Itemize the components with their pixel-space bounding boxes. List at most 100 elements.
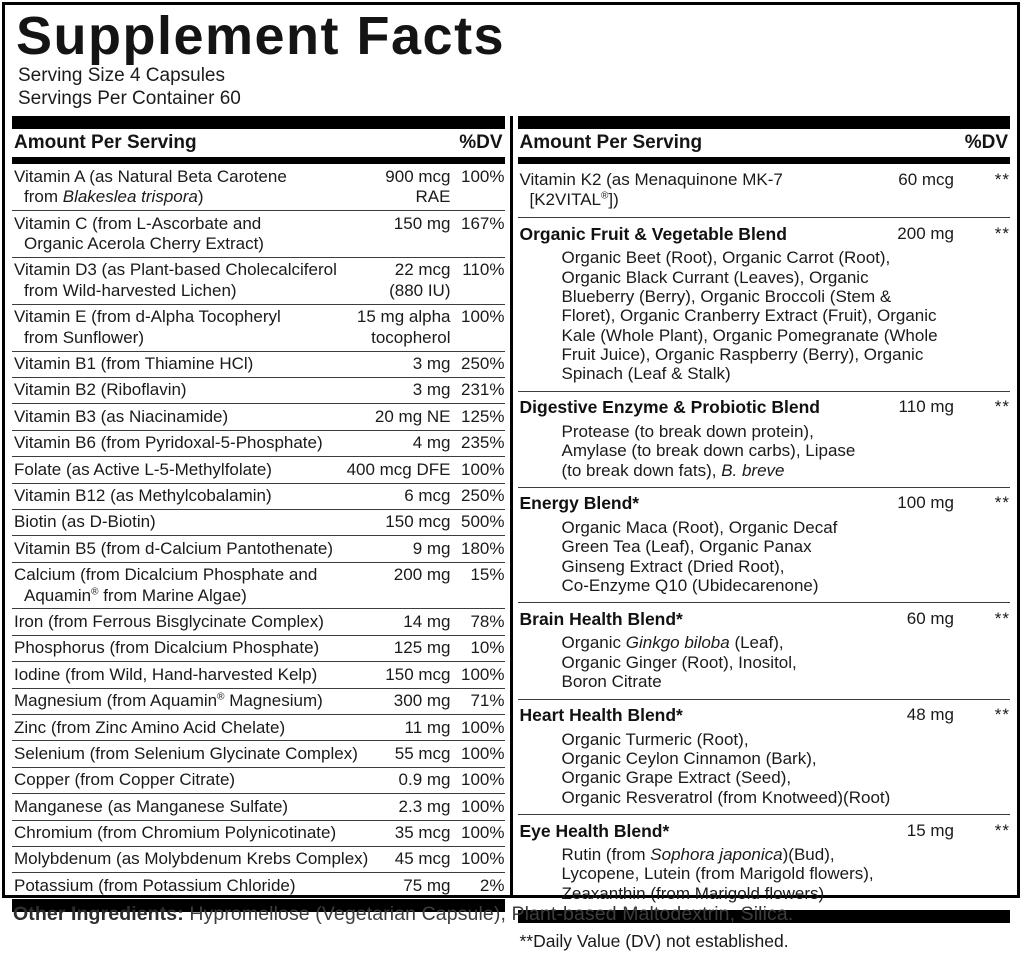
nutrient-amount: 15 mg alpha tocopherol [357,305,451,351]
amount-line: tocopherol [371,327,451,347]
nutrient-name-line: Iron (from Ferrous Bisglycinate Complex) [14,611,324,631]
row-main: Vitamin C (from L-Ascorbate and Organic A… [12,211,505,257]
nutrient-dv: ** [994,493,1010,513]
nutrient-name: Iron (from Ferrous Bisglycinate Complex) [12,609,403,634]
amount-line: 75 mg [403,875,451,895]
row-main: Magnesium (from Aquamin® Magnesium) 300 m… [12,689,505,714]
top-rule-bar [517,116,1010,130]
amount-line: 20 mg NE [374,406,451,426]
amount-line: 35 mcg [394,823,451,843]
dv-footnote: **Daily Value (DV) not established. [519,931,789,952]
nutrient-amount: 45 mcg [395,847,451,872]
nutrient-name: Vitamin B1 (from Thiamine HCl) [12,352,413,377]
amount-line: 200 mg [393,565,451,585]
nutrient-name-line: Iodine (from Wild, Hand-harvested Kelp) [14,664,318,684]
nutrient-row: Vitamin B3 (as Niacinamide) 20 mg NE 125% [12,403,505,429]
dv-header: %DV [459,132,503,154]
nutrient-row: Vitamin B6 (from Pyridoxal-5-Phosphate) 4… [12,429,505,456]
row-main: Molybdenum (as Molybdenum Krebs Complex)… [12,847,505,872]
amount-line: (880 IU) [389,280,451,300]
blend-ingredients-line: Organic Grape Extract (Seed), [561,768,792,788]
nutrient-name-line: Potassium (from Potassium Chloride) [14,875,296,895]
nutrient-name: Vitamin B2 (Riboflavin) [12,378,413,403]
row-main: Vitamin K2 (as Menaquinone MK-7 [K2VITAL®… [518,167,1011,213]
nutrient-name-line: Heart Health Blend* [519,705,683,726]
nutrient-row: Vitamin C (from L-Ascorbate and Organic A… [12,210,505,257]
nutrient-name-line: Vitamin C (from L-Ascorbate and [14,213,262,233]
row-main: Vitamin A (as Natural Beta Carotene from … [12,164,505,210]
nutrient-dv: 250% [461,486,505,505]
amount-line: 11 mg [404,717,451,737]
amount-line: 100 mg [897,493,954,513]
nutrient-name: Organic Fruit & Vegetable Blend [518,221,898,247]
row-main: Selenium (from Selenium Glycinate Comple… [12,741,505,766]
nutrient-name-line: Vitamin E (from d-Alpha Tocopheryl [14,307,281,327]
row-main: Vitamin B5 (from d-Calcium Pantothenate)… [12,536,505,561]
blend-ingredients-line: Rutin (from Sophora japonica)(Bud), [561,845,835,865]
row-main: Heart Health Blend* 48 mg ** [518,703,1011,729]
nutrient-name-line: Calcium (from Dicalcium Phosphate and [14,565,318,585]
nutrient-name: Molybdenum (as Molybdenum Krebs Complex) [12,847,395,872]
blend-ingredients-line: Organic Maca (Root), Organic Decaf [561,517,838,537]
bottom-rule-bar [517,910,1010,924]
blend-ingredients-line: Organic Ceylon Cinnamon (Bark), [561,748,817,768]
nutrient-row: Vitamin D3 (as Plant-based Cholecalcifer… [12,256,505,304]
blend-row: Brain Health Blend* 60 mg ** Organic Ginkgo… [517,602,1011,698]
nutrient-name-line: Vitamin B6 (from Pyridoxal-5-Phosphate) [14,433,323,453]
row-main: Copper (from Copper Citrate) 0.9 mg 100% [12,768,505,793]
row-main: Vitamin B6 (from Pyridoxal-5-Phosphate) 4… [12,431,505,456]
header-rule-bar [517,157,1010,165]
nutrient-name: Vitamin A (as Natural Beta Carotene from … [12,164,385,210]
nutrient-name-line: Vitamin K2 (as Menaquinone MK-7 [519,169,783,189]
row-main: Potassium (from Potassium Chloride) 75 mg… [12,873,505,898]
nutrient-row: Biotin (as D-Biotin) 150 mcg 500% [12,508,505,535]
row-main: Vitamin B12 (as Methylcobalamin) 6 mcg 250… [12,484,505,509]
blend-row: Eye Health Blend* 15 mg ** Rutin (from Soph… [517,814,1010,910]
blend-ingredients: Organic Maca (Root), Organic Decaf Green … [518,517,1011,599]
blend-row: Heart Health Blend* 48 mg ** Organic Turmer… [517,698,1011,815]
nutrient-name: Vitamin B6 (from Pyridoxal-5-Phosphate) [12,431,413,456]
nutrient-name-line: Organic Fruit & Vegetable Blend [519,223,787,244]
nutrient-name: Calcium (from Dicalcium Phosphate and Aqu… [12,563,394,609]
row-main: Biotin (as D-Biotin) 150 mcg 500% [12,510,505,535]
nutrient-name-line: Magnesium (from Aquamin® Magnesium) [14,691,323,711]
nutrient-name-line: Aquamin® from Marine Algae) [24,585,247,605]
amount-line: 150 mcg [385,512,451,532]
nutrient-name-line: Copper (from Copper Citrate) [14,770,236,790]
blend-ingredients: Organic Ginkgo biloba (Leaf), Organic Gin… [518,632,1011,694]
nutrient-amount: 110 mg [899,395,954,420]
nutrient-amount: 150 mcg [385,662,450,687]
other-ingredients-text: Hypromellose (Vegetarian Capsule), Plant… [183,903,794,925]
blend-ingredients-line: Boron Citrate [561,672,662,692]
nutrient-dv: 125% [461,406,505,426]
amount-line: 150 mcg [385,664,451,684]
nutrient-row: Selenium (from Selenium Glycinate Comple… [12,740,505,766]
right-column-header: Amount Per Serving %DV [518,129,1011,157]
row-main: Organic Fruit & Vegetable Blend 200 mg ** [518,221,1011,247]
nutrient-dv: 231% [461,380,505,400]
nutrient-amount: 6 mcg [404,484,450,509]
nutrient-name-line: Selenium (from Selenium Glycinate Comple… [14,743,358,763]
nutrient-name-line: Vitamin B2 (Riboflavin) [14,380,187,400]
nutrient-dv: 2% [479,875,505,895]
nutrient-dv: 100% [461,823,505,843]
blend-ingredients-line: Organic Beet (Root), Organic Carrot (Roo… [561,248,891,268]
nutrient-amount: 2.3 mg [399,794,451,819]
nutrient-dv: ** [994,705,1010,725]
nutrient-name-line: Manganese (as Manganese Sulfate) [14,796,289,816]
nutrient-amount: 150 mcg [385,510,450,535]
nutrient-row: Phosphorus (from Dicalcium Phosphate) 125… [12,634,505,661]
nutrient-dv: 100% [461,664,505,684]
nutrient-dv: 100% [461,459,505,479]
nutrient-name: Iodine (from Wild, Hand-harvested Kelp) [12,662,385,687]
amount-line: 48 mg [906,705,954,725]
nutrient-name: Vitamin D3 (as Plant-based Cholecalcifer… [12,258,389,304]
nutrient-name: Zinc (from Zinc Amino Acid Chelate) [12,715,405,740]
nutrient-amount: 22 mcg (880 IU) [389,258,450,304]
nutrient-dv: 100% [461,307,505,327]
blend-ingredients-line: Organic Ginkgo biloba (Leaf), [561,633,784,653]
nutrient-name: Digestive Enzyme & Probiotic Blend [518,395,899,421]
row-main: Vitamin D3 (as Plant-based Cholecalcifer… [12,258,505,304]
row-main: Calcium (from Dicalcium Phosphate and Aqu… [12,563,505,609]
